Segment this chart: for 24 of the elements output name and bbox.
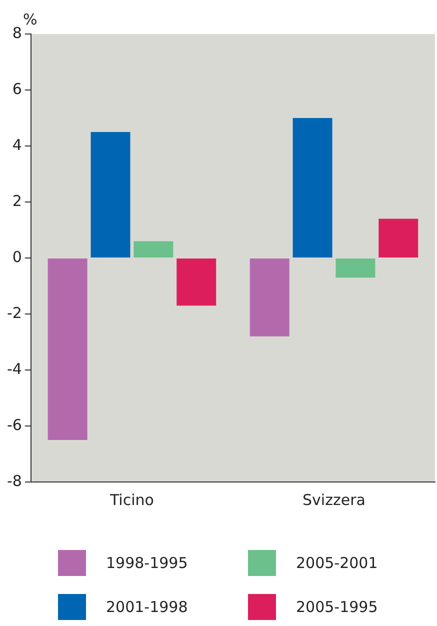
y-tick-label: 2 [12,192,22,210]
y-tick-label: -4 [6,360,22,378]
bar [250,258,290,336]
y-tick-label: -8 [6,472,22,490]
legend-label: 2005-2001 [295,553,379,574]
bar [292,118,332,258]
bar [90,132,130,258]
x-tick-label: Ticino [108,490,154,509]
bar [48,258,88,440]
legend-label: 2005-1995 [295,597,379,618]
y-tick-label: -2 [6,304,22,322]
y-axis-title: % [22,10,38,28]
legend-label: 2001-1998 [105,597,189,618]
bar [378,218,418,258]
bar [134,241,174,258]
y-tick-label: 6 [12,80,22,98]
legend-label: 1998-1995 [105,553,189,574]
y-tick-label: 0 [12,248,22,266]
y-tick-label: 4 [12,136,22,154]
y-tick-label: -6 [6,416,22,434]
bar [176,258,216,306]
y-tick-label: 8 [12,24,22,42]
x-tick-label: Svizzera [302,490,366,509]
bar [336,258,376,278]
